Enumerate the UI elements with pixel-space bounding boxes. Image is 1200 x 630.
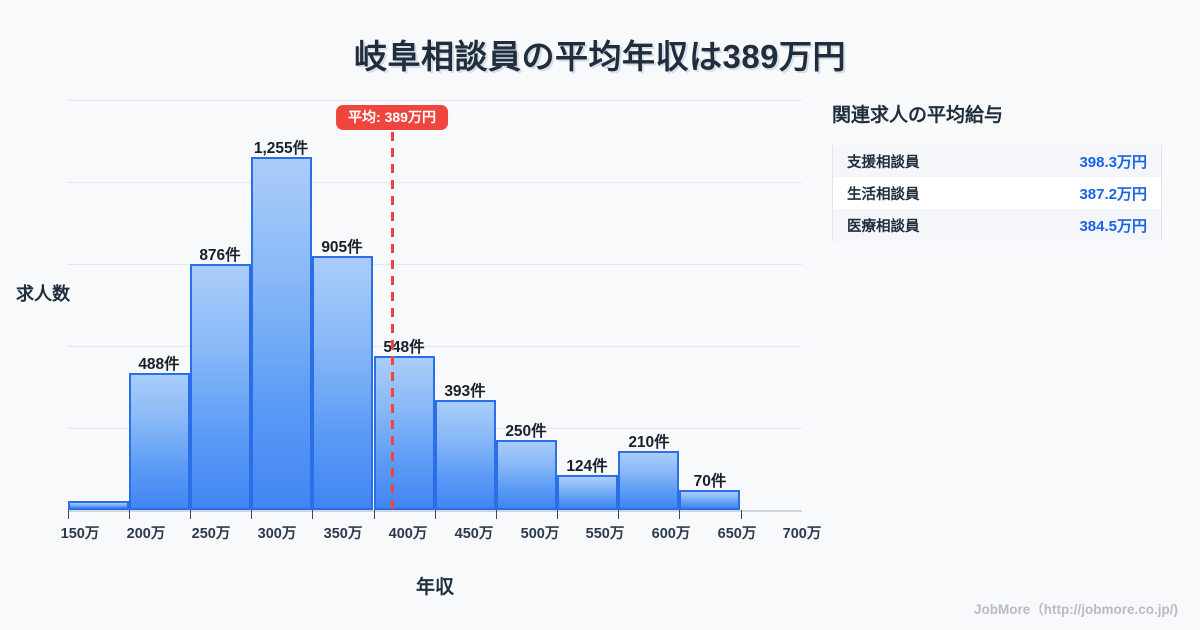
gridline <box>68 100 802 101</box>
table-cell-job-name: 支援相談員 <box>847 154 920 171</box>
x-tick <box>251 510 252 519</box>
table-row[interactable]: 支援相談員 398.3万円 <box>833 145 1161 177</box>
bar-label-600: 210件 <box>628 434 670 451</box>
bar-label-450: 393件 <box>444 383 486 400</box>
related-salary-table: 支援相談員 398.3万円 生活相談員 387.2万円 医療相談員 384.5万… <box>832 145 1162 241</box>
x-tick <box>312 510 313 519</box>
bar-label-200: 488件 <box>138 356 180 373</box>
x-tick <box>741 510 742 519</box>
x-tick <box>618 510 619 519</box>
x-tick-label-200: 200万 <box>126 526 166 542</box>
bar-label-350: 905件 <box>321 239 363 256</box>
table-row[interactable]: 医療相談員 384.5万円 <box>833 209 1161 241</box>
gridline <box>68 346 802 347</box>
bar-400[interactable] <box>374 356 435 510</box>
x-tick-label-150: 150万 <box>60 526 100 542</box>
bar-250[interactable] <box>190 264 251 510</box>
bar-label-400: 548件 <box>383 339 425 356</box>
bar-label-250: 876件 <box>199 247 241 264</box>
bar-500[interactable] <box>496 440 557 510</box>
gridline <box>68 264 802 265</box>
mean-line <box>391 132 394 510</box>
x-tick-label-250: 250万 <box>191 526 231 542</box>
x-tick-label-650: 650万 <box>717 526 757 542</box>
footer-watermark: JobMore（http://jobmore.co.jp/) <box>974 602 1178 617</box>
bar-label-300: 1,255件 <box>253 140 309 157</box>
page-title: 岐阜相談員の平均年収は389万円 <box>353 38 847 75</box>
related-salary-panel: 関連求人の平均給与 支援相談員 398.3万円 生活相談員 387.2万円 医療… <box>832 100 1162 241</box>
table-row[interactable]: 生活相談員 387.2万円 <box>833 177 1161 209</box>
x-tick-label-500: 500万 <box>520 526 560 542</box>
table-cell-job-name: 生活相談員 <box>847 186 920 203</box>
x-tick-label-400: 400万 <box>388 526 428 542</box>
x-tick <box>557 510 558 519</box>
bar-label-500: 250件 <box>505 423 547 440</box>
bars-layer <box>68 96 802 510</box>
bar-550[interactable] <box>557 475 618 510</box>
x-tick <box>435 510 436 519</box>
x-tick <box>374 510 375 519</box>
bar-450[interactable] <box>435 400 496 510</box>
x-tick-label-600: 600万 <box>651 526 691 542</box>
table-cell-salary: 387.2万円 <box>1079 185 1147 203</box>
x-tick-label-550: 550万 <box>585 526 625 542</box>
x-tick-label-700: 700万 <box>782 526 822 542</box>
gridline <box>68 182 802 183</box>
x-tick-label-450: 450万 <box>454 526 494 542</box>
x-tick <box>190 510 191 519</box>
table-cell-salary: 384.5万円 <box>1079 217 1147 235</box>
related-salary-title: 関連求人の平均給与 <box>832 105 1004 126</box>
mean-badge: 平均: 389万円 <box>336 105 448 130</box>
x-axis-title: 年収 <box>415 577 454 598</box>
bar-350[interactable] <box>312 256 373 510</box>
bar-300[interactable] <box>251 157 312 510</box>
x-tick <box>68 510 69 519</box>
x-tick <box>679 510 680 519</box>
x-tick <box>496 510 497 519</box>
bar-150[interactable] <box>68 501 129 510</box>
bar-label-650: 70件 <box>693 473 727 490</box>
table-cell-salary: 398.3万円 <box>1079 153 1147 171</box>
x-tick-label-300: 300万 <box>257 526 297 542</box>
table-cell-job-name: 医療相談員 <box>847 218 920 235</box>
x-tick <box>129 510 130 519</box>
x-tick-label-350: 350万 <box>323 526 363 542</box>
bar-600[interactable] <box>618 451 679 510</box>
bar-650[interactable] <box>679 490 740 510</box>
y-axis-title: 求人数 <box>16 284 70 304</box>
bar-200[interactable] <box>129 373 190 510</box>
bar-label-550: 124件 <box>566 458 608 475</box>
